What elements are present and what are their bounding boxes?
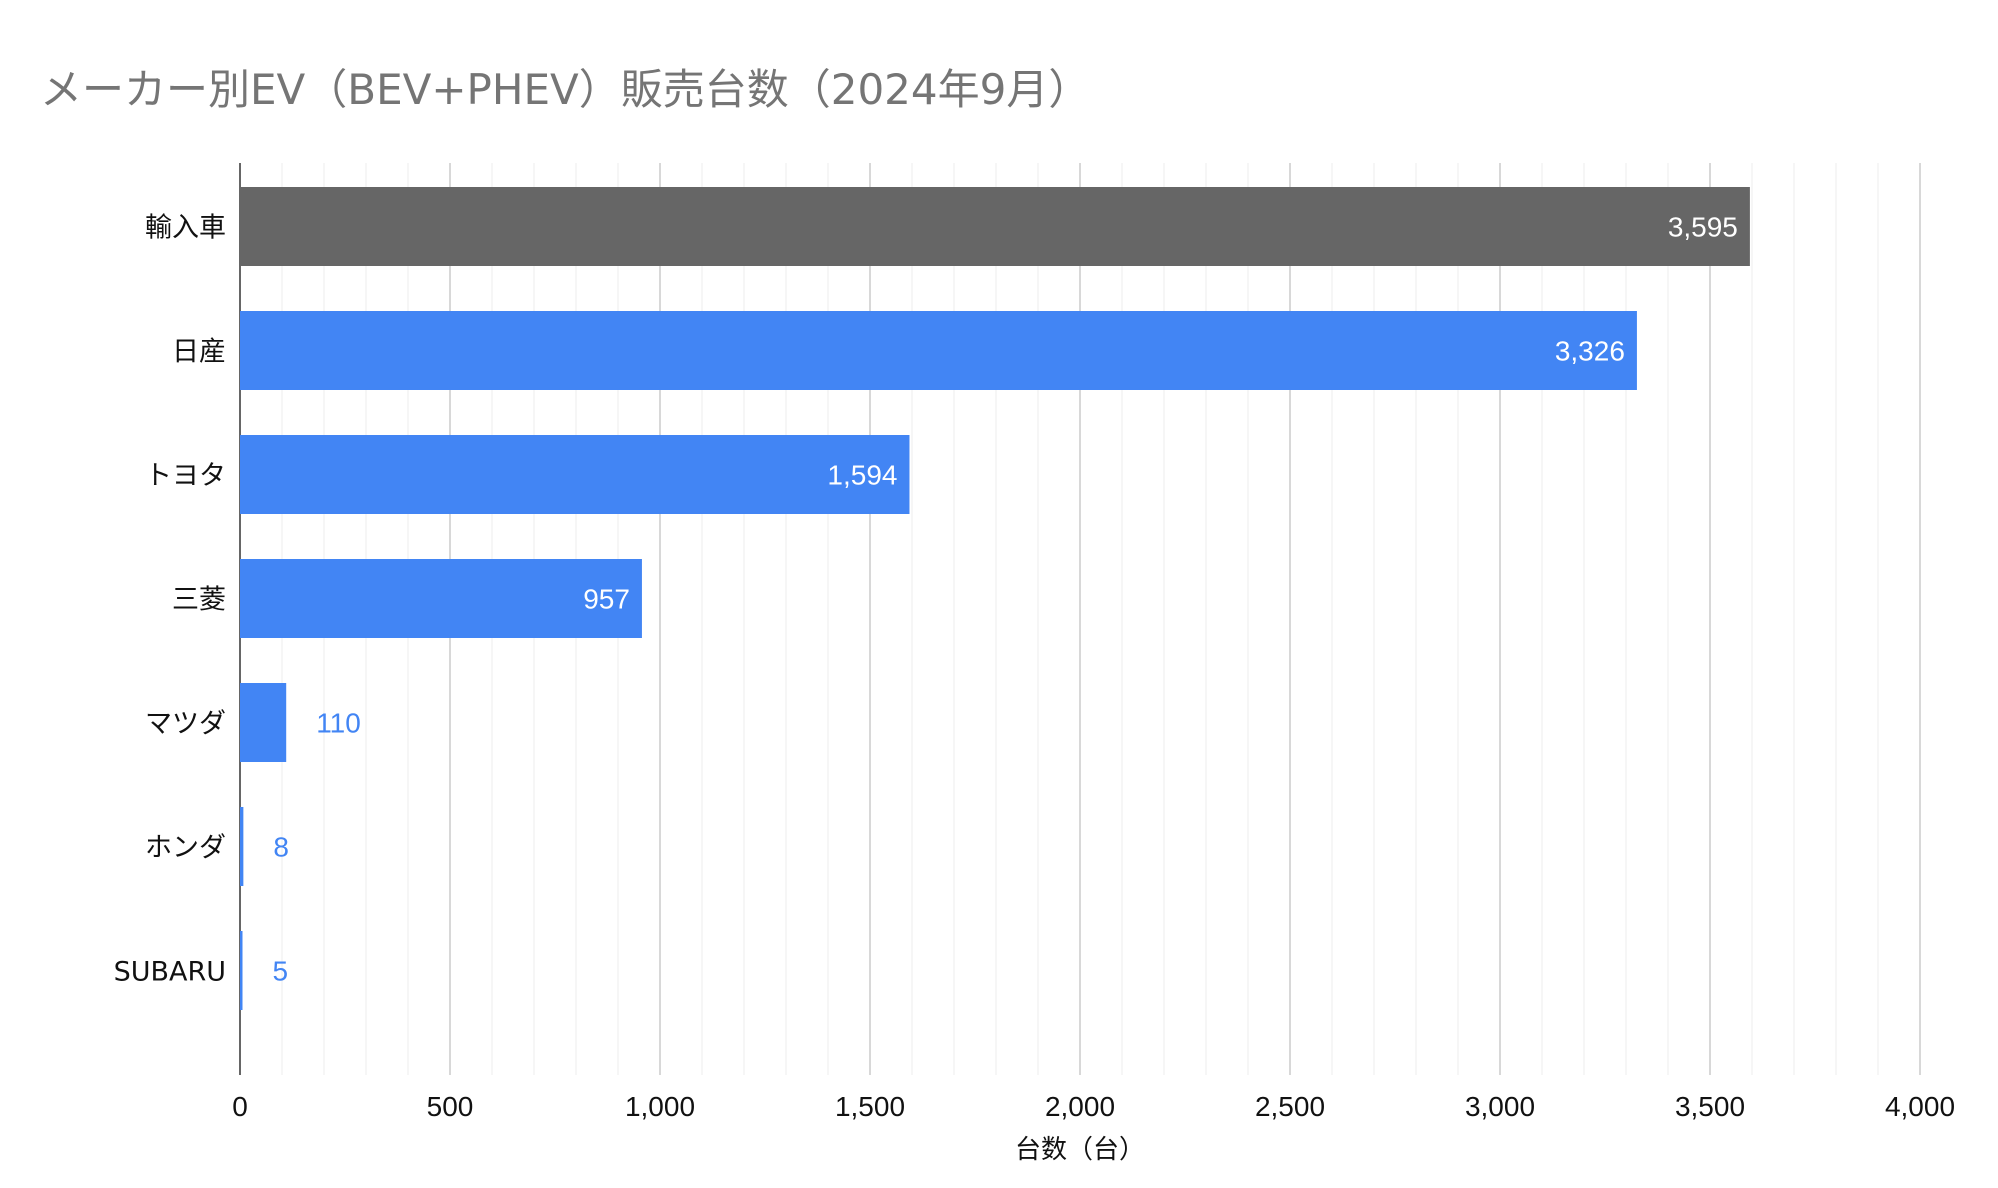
data-label: 5 [273,956,289,987]
bar [240,683,287,762]
category-label: 三菱 [172,585,226,616]
category-label: SUBARU [114,957,226,988]
category-label: 輸入車 [145,213,226,244]
bar [240,807,244,886]
x-tick-label: 1,500 [835,1091,905,1122]
category-label: トヨタ [145,461,226,492]
x-tick-label: 2,500 [1255,1091,1325,1122]
bars: 3,595 3,326 1,594 957 110 8 5 [240,187,1750,1010]
bar [240,187,1750,266]
data-label: 957 [583,584,630,615]
x-tick-label: 0 [232,1091,248,1122]
bar [240,311,1637,390]
x-tick-label: 3,500 [1675,1091,1745,1122]
x-tick-labels: 0 500 1,000 1,500 2,000 2,500 3,000 3,500 4,000 [232,1091,1955,1122]
x-tick-label: 3,000 [1465,1091,1535,1122]
x-tick-label: 500 [427,1091,474,1122]
category-label: マツダ [145,709,226,740]
data-label: 8 [273,832,289,863]
x-tick-label: 2,000 [1045,1091,1115,1122]
x-tick-label: 1,000 [625,1091,695,1122]
x-tick-label: 4,000 [1885,1091,1955,1122]
data-label: 3,595 [1668,212,1738,243]
bar [240,559,642,638]
data-label: 3,326 [1555,336,1625,367]
data-label: 110 [316,708,361,739]
data-label: 1,594 [827,460,897,491]
x-axis-title: 台数（台） [1015,1135,1145,1165]
category-label: ホンダ [145,833,226,864]
chart-title: メーカー別EV（BEV+PHEV）販売台数（2024年9月） [40,65,1091,114]
bar [240,435,910,514]
bar [240,931,243,1010]
category-label: 日産 [172,337,226,368]
